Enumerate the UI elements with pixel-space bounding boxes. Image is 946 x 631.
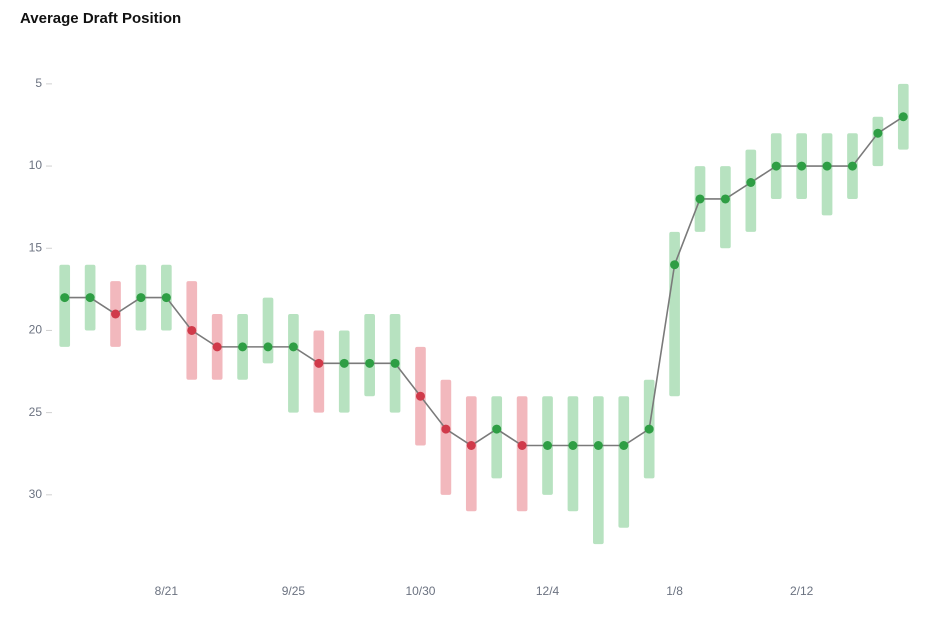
adp-dot <box>518 441 527 450</box>
adp-dot <box>772 162 781 171</box>
adp-dot <box>213 342 222 351</box>
x-tick-label: 9/25 <box>282 584 306 598</box>
adp-dot <box>899 112 908 121</box>
y-tick-label: 5 <box>35 76 42 90</box>
adp-dot <box>365 359 374 368</box>
chart-title: Average Draft Position <box>20 10 928 27</box>
range-bar <box>59 265 70 347</box>
adp-dot <box>645 425 654 434</box>
adp-dot <box>848 162 857 171</box>
range-bar <box>288 314 299 413</box>
adp-dot <box>111 310 120 319</box>
range-bar <box>466 396 477 511</box>
adp-dot <box>264 342 273 351</box>
y-tick-label: 30 <box>29 487 43 501</box>
plot-bg <box>18 31 928 611</box>
adp-dot <box>238 342 247 351</box>
adp-dot <box>289 342 298 351</box>
adp-dot <box>391 359 400 368</box>
range-bar <box>263 298 274 364</box>
x-tick-label: 12/4 <box>536 584 560 598</box>
range-bar <box>593 396 604 544</box>
adp-dot <box>746 178 755 187</box>
range-bar <box>517 396 528 511</box>
adp-dot <box>696 194 705 203</box>
adp-dot <box>86 293 95 302</box>
range-bar <box>364 314 375 396</box>
adp-dot <box>162 293 171 302</box>
range-bar <box>491 396 502 478</box>
adp-chart: 5 10 15 20 25 30 8/21 9/25 10/30 12/4 1/8 2/12 <box>18 31 928 611</box>
adp-dot <box>441 425 450 434</box>
adp-dot <box>670 260 679 269</box>
x-tick-label: 10/30 <box>405 584 435 598</box>
adp-dot <box>60 293 69 302</box>
adp-dot <box>136 293 145 302</box>
x-tick-label: 2/12 <box>790 584 814 598</box>
adp-dot <box>721 194 730 203</box>
range-bar <box>339 330 350 412</box>
adp-dot <box>594 441 603 450</box>
adp-dot <box>340 359 349 368</box>
adp-dot <box>797 162 806 171</box>
y-tick-label: 25 <box>29 405 43 419</box>
adp-dot <box>314 359 323 368</box>
range-bar <box>568 396 579 511</box>
adp-dot <box>823 162 832 171</box>
y-tick-label: 15 <box>29 240 43 254</box>
adp-dot <box>543 441 552 450</box>
range-bar <box>873 117 884 166</box>
y-tick-label: 10 <box>29 158 43 172</box>
x-tick-label: 8/21 <box>155 584 179 598</box>
adp-chart-svg: 5 10 15 20 25 30 8/21 9/25 10/30 12/4 1/8 2/12 <box>18 31 928 611</box>
adp-dot <box>568 441 577 450</box>
adp-dot <box>467 441 476 450</box>
range-bar <box>618 396 629 528</box>
adp-dot <box>619 441 628 450</box>
adp-dot <box>416 392 425 401</box>
x-tick-label: 1/8 <box>666 584 683 598</box>
adp-dot <box>492 425 501 434</box>
adp-dot <box>873 129 882 138</box>
range-bar <box>441 380 452 495</box>
range-bar <box>720 166 731 248</box>
adp-dot <box>187 326 196 335</box>
range-bar <box>745 150 756 232</box>
range-bar <box>313 330 324 412</box>
range-bar <box>822 133 833 215</box>
y-tick-label: 20 <box>29 323 43 337</box>
